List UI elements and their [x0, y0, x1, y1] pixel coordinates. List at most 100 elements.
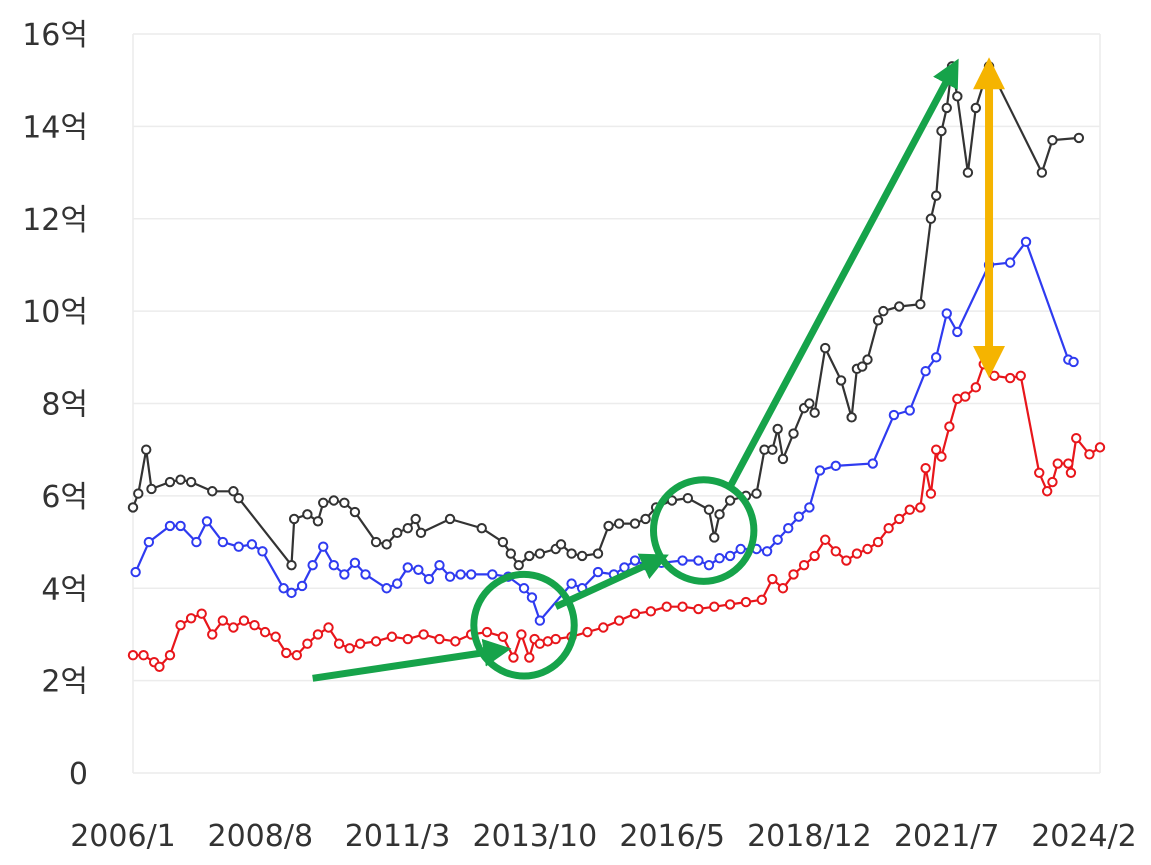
data-point [217, 536, 229, 548]
data-point [857, 361, 868, 372]
data-point [970, 102, 982, 114]
data-point [481, 626, 493, 638]
data-point [735, 543, 746, 555]
data-point [925, 488, 937, 499]
data-point [788, 569, 799, 580]
data-point [185, 476, 197, 488]
data-point [191, 536, 202, 548]
data-point [714, 553, 725, 564]
data-point [1071, 432, 1082, 444]
data-point [246, 539, 258, 550]
data-point [524, 550, 535, 562]
data-point [767, 573, 778, 585]
data-point [970, 382, 982, 393]
x-tick-label: 2016/5 [619, 819, 725, 854]
data-point [783, 523, 794, 534]
data-point [164, 650, 176, 661]
data-point [724, 495, 736, 506]
data-point [598, 622, 609, 633]
data-point [894, 513, 905, 525]
data-point [904, 504, 915, 515]
grid [132, 33, 1101, 774]
data-point [693, 603, 704, 615]
y-tick-label: 10억 [22, 295, 88, 330]
data-point [1084, 449, 1095, 460]
data-point [682, 492, 694, 504]
data-point [288, 513, 300, 525]
data-point [613, 615, 625, 626]
data-point [127, 502, 139, 513]
data-point [936, 125, 947, 137]
y-tick-label: 4억 [41, 572, 88, 607]
data-point [270, 631, 281, 642]
x-tick-label: 2006/1 [70, 819, 176, 854]
data-point [418, 629, 429, 640]
data-point [386, 631, 398, 642]
data-point [381, 583, 392, 594]
trend-arrow-4 [727, 58, 959, 489]
data-point [603, 520, 614, 532]
data-point [392, 578, 403, 589]
data-point [402, 633, 413, 645]
data-point [487, 569, 498, 580]
data-point [920, 462, 931, 474]
data-point [809, 407, 820, 418]
data-point [392, 527, 403, 539]
data-point [207, 486, 218, 497]
x-tick-label: 2011/3 [345, 819, 451, 854]
data-point [709, 601, 720, 612]
data-point [175, 474, 186, 485]
data-point [296, 580, 308, 592]
series-2 [127, 359, 1106, 672]
data-point [175, 620, 186, 631]
y-tick-label: 16억 [22, 18, 88, 53]
data-point [355, 638, 366, 649]
data-point [127, 650, 139, 661]
data-point [534, 548, 546, 559]
y-tick-label: 14억 [22, 110, 88, 145]
data-point [360, 569, 371, 580]
data-point [133, 488, 144, 499]
data-point [1004, 257, 1016, 268]
data-point [846, 412, 857, 423]
data-point [1004, 372, 1016, 384]
data-point [830, 460, 841, 472]
data-point [1065, 467, 1077, 478]
data-point [777, 453, 789, 465]
data-point [835, 375, 847, 386]
x-tick-label: 2021/7 [894, 819, 1000, 854]
data-point [164, 476, 176, 488]
x-tick-label: 2024/2 [1031, 819, 1137, 854]
data-point [804, 398, 815, 409]
data-point [894, 301, 905, 312]
data-point [788, 428, 799, 439]
data-point [703, 559, 715, 571]
data-point [582, 626, 593, 638]
data-point [312, 516, 324, 527]
data-point [555, 539, 567, 550]
series-group [127, 61, 1106, 672]
data-point [423, 573, 435, 585]
data-point [904, 405, 915, 416]
data-point [772, 534, 783, 545]
data-point [302, 638, 313, 649]
x-tick-label: 2018/12 [747, 819, 872, 854]
data-point [751, 488, 762, 499]
data-point [962, 167, 974, 178]
data-point [349, 557, 361, 569]
data-point [312, 629, 324, 640]
data-point [524, 652, 535, 663]
data-point [302, 509, 313, 520]
data-point [434, 559, 445, 571]
data-point [1068, 356, 1079, 368]
data-point [259, 626, 271, 638]
y-tick-label: 12억 [22, 203, 88, 238]
data-point [228, 486, 239, 497]
data-point [402, 523, 413, 534]
data-point [1036, 167, 1048, 178]
data-point [249, 620, 260, 631]
data-point [141, 444, 152, 455]
data-point [455, 569, 466, 580]
